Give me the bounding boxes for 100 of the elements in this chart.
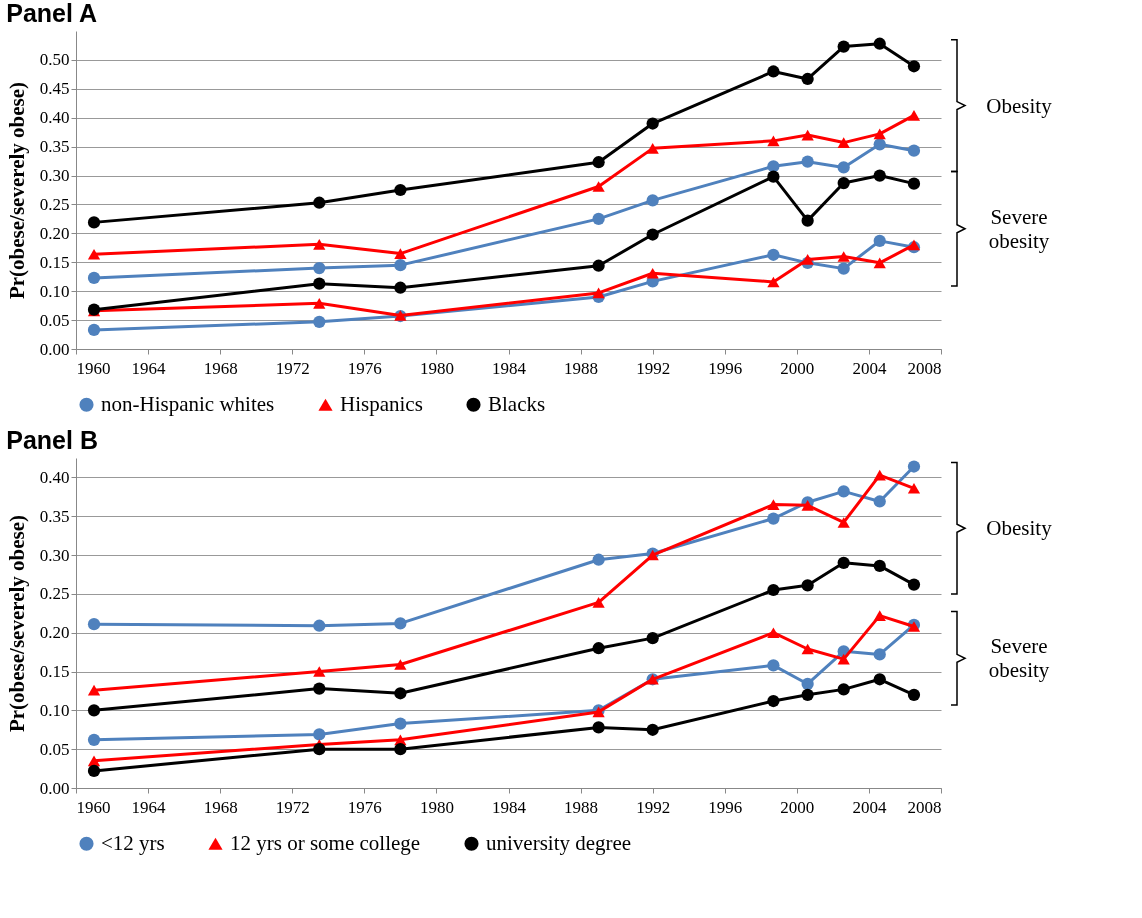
point (767, 583, 780, 597)
x-tick-label: 2004 (852, 797, 887, 817)
point (873, 648, 886, 661)
x-tick-label: 1996 (708, 797, 743, 817)
x-tick-label: 2008 (907, 358, 942, 378)
point (907, 460, 921, 473)
point (592, 212, 605, 226)
x-tick-label: 1996 (708, 358, 743, 378)
point (873, 37, 886, 50)
point (394, 248, 407, 259)
point (313, 728, 326, 741)
y-tick-label: 0.25 (39, 584, 70, 604)
point (394, 183, 407, 197)
point (907, 578, 921, 591)
x-tick-label: 1960 (76, 358, 111, 378)
text: Obesity (986, 93, 1053, 118)
y-tick-label: 0.25 (39, 194, 70, 214)
legend-label: Blacks (488, 391, 546, 416)
point (837, 653, 850, 665)
point (837, 485, 850, 498)
x-tick-label: 1968 (203, 797, 238, 817)
point (592, 181, 605, 192)
point (837, 137, 850, 148)
y-tick-label: 0.20 (39, 623, 70, 643)
x-tick-label: 1992 (636, 358, 671, 378)
point (767, 135, 780, 147)
point (394, 743, 407, 756)
point (873, 257, 886, 269)
point (801, 129, 814, 141)
point (394, 687, 407, 700)
legend-label: university degree (486, 830, 632, 855)
point (87, 618, 101, 631)
legend-label: non-Hispanic whites (101, 391, 275, 416)
point (87, 684, 101, 696)
y-axis-title: Pr(obese/severely obese) (4, 514, 29, 733)
y-tick-label: 0.15 (39, 662, 70, 682)
point (313, 666, 326, 677)
point (767, 248, 780, 261)
point (313, 196, 326, 209)
point (313, 619, 326, 632)
point (837, 683, 850, 696)
point (646, 632, 659, 645)
point (592, 156, 605, 169)
point (801, 254, 814, 265)
point (837, 556, 850, 569)
chart-title: Panel A (6, 0, 98, 27)
point (313, 277, 326, 290)
y-tick-label: 0.00 (39, 778, 70, 798)
y-tick-label: 0.35 (39, 506, 70, 526)
point (801, 643, 814, 655)
point (837, 176, 850, 190)
x-tick-label: 1972 (275, 797, 310, 817)
point (767, 65, 780, 78)
point (873, 610, 886, 621)
point (907, 482, 921, 494)
point (767, 499, 780, 510)
point (873, 169, 886, 182)
y-tick-label: 0.10 (39, 281, 70, 301)
x-tick-label: 2000 (780, 358, 815, 378)
x-tick-label: 1976 (347, 797, 382, 817)
text: Severe obesity (988, 634, 1050, 683)
point (837, 161, 850, 174)
point (592, 553, 605, 566)
point (394, 659, 407, 670)
point (873, 469, 886, 481)
y-tick-label: 0.40 (39, 108, 70, 128)
point (801, 155, 814, 168)
point (87, 248, 101, 260)
point (801, 688, 814, 701)
point (394, 617, 407, 630)
point (907, 177, 921, 190)
x-tick-label: 1964 (131, 358, 167, 378)
x-tick-label: 1988 (564, 797, 599, 817)
x-tick-label: 2004 (852, 358, 887, 378)
point (313, 261, 326, 275)
point (646, 143, 659, 154)
point (394, 281, 407, 294)
point (907, 110, 921, 121)
point (592, 642, 605, 655)
x-tick-label: 1968 (203, 358, 238, 378)
point (837, 262, 850, 275)
point (313, 682, 326, 695)
point (801, 214, 814, 227)
point (646, 228, 659, 241)
y-tick-label: 0.45 (39, 79, 70, 99)
point (592, 287, 605, 299)
point (801, 677, 814, 691)
point (87, 764, 101, 778)
point (313, 315, 326, 328)
point (87, 704, 101, 717)
x-tick-label: 1992 (636, 797, 671, 817)
y-axis-title: Pr(obese/severely obese) (4, 81, 29, 300)
point (767, 659, 780, 672)
point (767, 694, 780, 708)
legend-label: 12 yrs or some college (230, 830, 421, 855)
point (837, 517, 850, 528)
point (873, 128, 886, 140)
point (873, 495, 886, 508)
text: Severe obesity (988, 204, 1050, 253)
x-tick-label: 1976 (347, 358, 382, 378)
